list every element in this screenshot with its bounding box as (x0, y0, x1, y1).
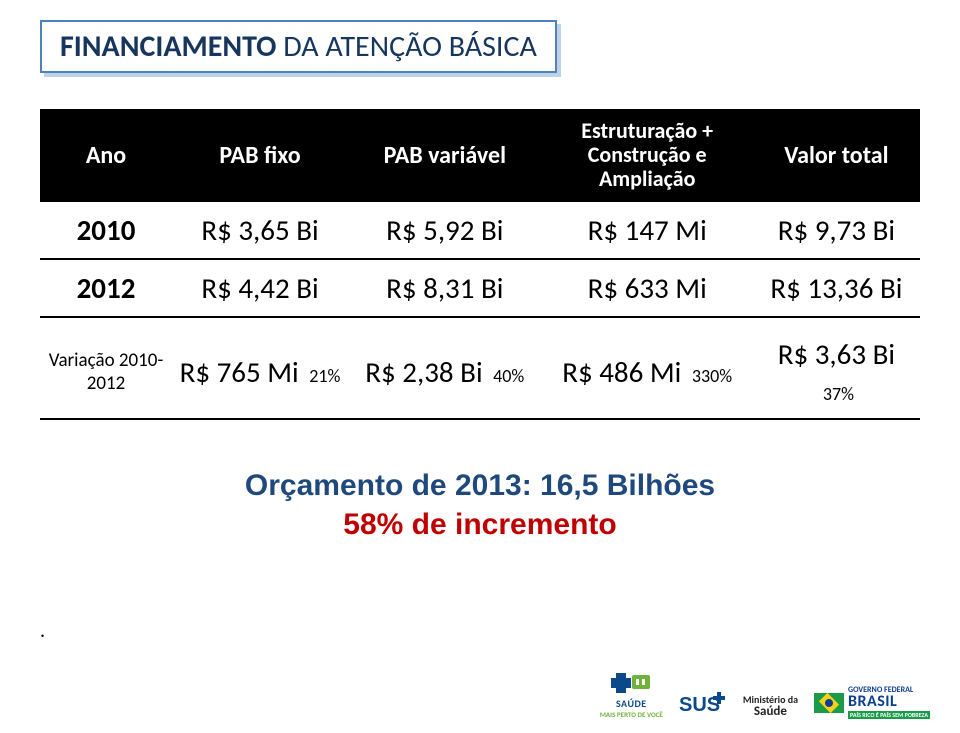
variation-fixo-val: R$ 765 Mi (180, 354, 299, 390)
cell-fixo: R$ 4,42 Bi (172, 259, 348, 317)
stray-dot: . (40, 619, 45, 643)
col-pab-variavel: PAB variável (348, 109, 542, 202)
brazil-flag-icon (814, 693, 844, 713)
logo-ministerio: Ministério da Saúde (743, 695, 798, 719)
cell-ano: 2012 (40, 259, 172, 317)
financing-table: Ano PAB fixo PAB variável Estruturação +… (40, 109, 920, 420)
footer-logos: SAÚDE MAIS PERTO DE VOCÊ SUS Ministério … (600, 669, 930, 719)
variation-total-pct: 37% (823, 383, 854, 405)
variation-estrutura-pct: 330% (692, 365, 732, 387)
col-ano: Ano (40, 109, 172, 202)
variation-variavel-pct: 40% (493, 365, 524, 387)
title-strong: FINANCIAMENTO (60, 28, 276, 65)
table-header-row: Ano PAB fixo PAB variável Estruturação +… (40, 109, 920, 202)
ministry-line2: Saúde (754, 705, 787, 719)
sus-icon: SUS (679, 689, 727, 719)
slide-title: FINANCIAMENTO DA ATENÇÃO BÁSICA (60, 28, 537, 65)
logo-sus: SUS (679, 689, 727, 719)
brasil-tag: PAÍS RICO É PAÍS SEM POBREZA (848, 711, 930, 719)
variation-label: Variação 2010-2012 (40, 317, 172, 419)
budget-text: Orçamento de 2013: 16,5 Bilhões 58% de i… (40, 466, 920, 544)
variation-fixo: R$ 765 Mi 21% (172, 317, 348, 419)
col-valor-total: Valor total (753, 109, 920, 202)
logo-brasil: GOVERNO FEDERAL BRASIL PAÍS RICO É PAÍS … (814, 686, 930, 719)
saude-icon (608, 669, 654, 697)
cell-variavel: R$ 5,92 Bi (348, 202, 542, 259)
table-row: 2012 R$ 4,42 Bi R$ 8,31 Bi R$ 633 Mi R$ … (40, 259, 920, 317)
cell-total: R$ 13,36 Bi (753, 259, 920, 317)
variation-fixo-pct: 21% (309, 365, 340, 387)
variation-row: Variação 2010-2012 R$ 765 Mi 21% R$ 2,38… (40, 317, 920, 419)
saude-sub: MAIS PERTO DE VOCÊ (600, 710, 663, 719)
variation-variavel-val: R$ 2,38 Bi (365, 354, 482, 390)
variation-total-val: R$ 3,63 Bi (778, 336, 895, 372)
cell-ano: 2010 (40, 202, 172, 259)
cell-estrutura: R$ 147 Mi (542, 202, 753, 259)
title-box: FINANCIAMENTO DA ATENÇÃO BÁSICA (40, 20, 557, 73)
col-estruturacao: Estruturação + Construção e Ampliação (542, 109, 753, 202)
variation-variavel: R$ 2,38 Bi 40% (348, 317, 542, 419)
brasil-name: BRASIL (848, 694, 930, 710)
cell-total: R$ 9,73 Bi (753, 202, 920, 259)
cell-estrutura: R$ 633 Mi (542, 259, 753, 317)
logo-saude: SAÚDE MAIS PERTO DE VOCÊ (600, 669, 663, 719)
variation-total: R$ 3,63 Bi 37% (753, 317, 920, 419)
slide: FINANCIAMENTO DA ATENÇÃO BÁSICA Ano PAB … (0, 0, 960, 733)
variation-estrutura-val: R$ 486 Mi (562, 354, 681, 390)
col-pab-fixo: PAB fixo (172, 109, 348, 202)
cell-variavel: R$ 8,31 Bi (348, 259, 542, 317)
variation-estrutura: R$ 486 Mi 330% (542, 317, 753, 419)
budget-line2: 58% de incremento (40, 505, 920, 544)
table-row: 2010 R$ 3,65 Bi R$ 5,92 Bi R$ 147 Mi R$ … (40, 202, 920, 259)
saude-name: SAÚDE (616, 697, 647, 710)
title-rest: DA ATENÇÃO BÁSICA (276, 28, 536, 65)
cell-fixo: R$ 3,65 Bi (172, 202, 348, 259)
budget-line1: Orçamento de 2013: 16,5 Bilhões (40, 466, 920, 505)
